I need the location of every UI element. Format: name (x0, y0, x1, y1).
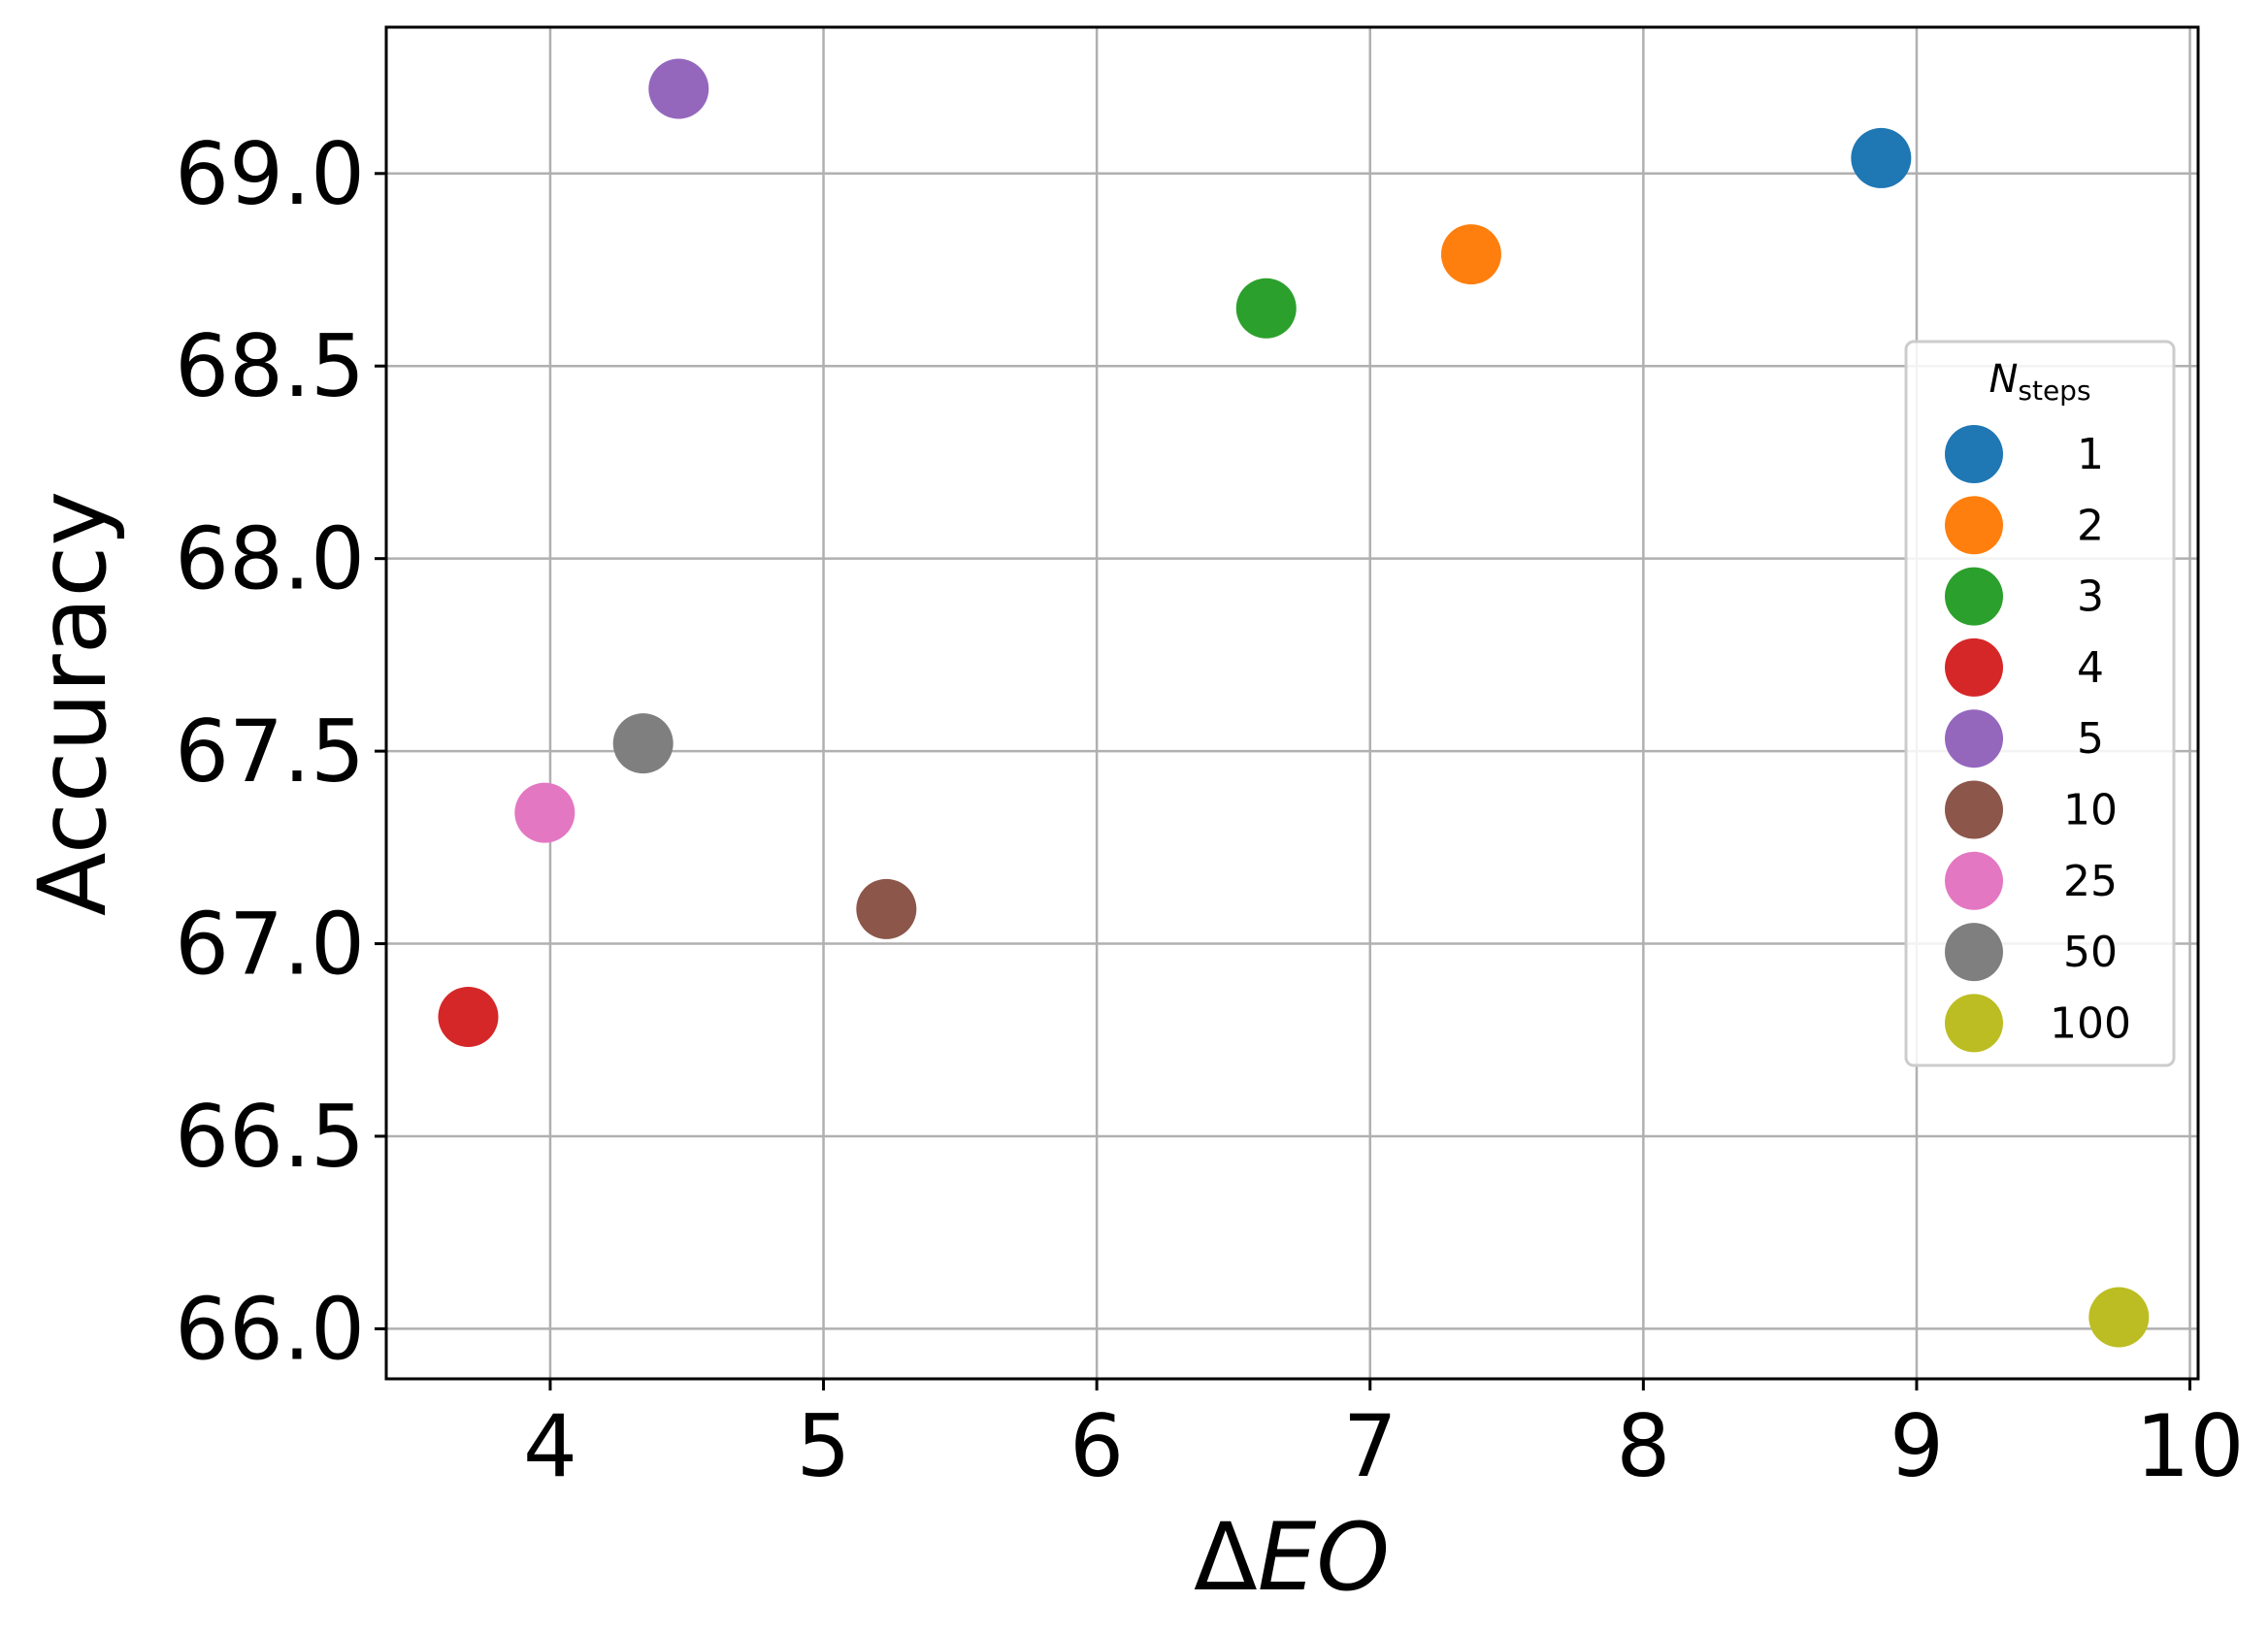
legend-marker-3 (1945, 567, 2003, 626)
legend-label-4: 4 (2077, 643, 2104, 693)
y-tick-label: 68.5 (175, 316, 365, 416)
legend-label-50: 50 (2063, 928, 2118, 977)
legend-marker-5 (1945, 709, 2003, 768)
x-axis-label-italic: EO (1258, 1503, 1390, 1612)
legend-items: 1 2 3 4 5 10 25 50 100 (1945, 425, 2131, 1053)
x-tick-label: 7 (1343, 1396, 1397, 1496)
x-tick-label: 9 (1890, 1396, 1944, 1496)
legend-label-2: 2 (2077, 501, 2104, 550)
legend-label-1: 1 (2077, 430, 2104, 479)
data-points (438, 58, 2150, 1348)
legend: Nsteps 1 2 3 4 5 10 25 50 100 (1904, 340, 2176, 1067)
legend-label-10: 10 (2063, 786, 2118, 835)
legend-label-25: 25 (2063, 857, 2118, 906)
legend-label-3: 3 (2077, 572, 2104, 622)
x-tick-label: 10 (2136, 1396, 2245, 1496)
data-point-1 (1851, 127, 1912, 188)
legend-label-5: 5 (2077, 714, 2104, 764)
y-tick-label: 66.0 (175, 1279, 365, 1379)
legend-marker-2 (1945, 496, 2003, 555)
y-tick-label: 66.5 (175, 1087, 365, 1187)
legend-title: Nsteps (1989, 357, 2090, 407)
grid-lines (386, 27, 2198, 1379)
legend-marker-4 (1945, 638, 2003, 697)
y-tick-label: 68.0 (175, 509, 365, 609)
x-axis-label-prefix: Δ (1194, 1503, 1258, 1612)
legend-title-sub: steps (2018, 375, 2090, 407)
y-axis-ticks: 66.0 66.5 67.0 67.5 68.0 68.5 69.0 (175, 124, 386, 1379)
plot-frame (384, 25, 2200, 1381)
x-tick-label: 8 (1616, 1396, 1670, 1496)
legend-title-main: N (1989, 357, 2018, 402)
legend-label-100: 100 (2050, 998, 2131, 1048)
legend-marker-100 (1945, 994, 2003, 1053)
data-point-4 (438, 986, 499, 1047)
legend-marker-25 (1945, 851, 2003, 910)
legend-marker-50 (1945, 923, 2003, 982)
data-point-3 (1235, 278, 1297, 339)
data-point-25 (514, 782, 575, 843)
data-point-50 (612, 713, 674, 774)
y-tick-label: 69.0 (175, 124, 365, 224)
y-tick-label: 67.0 (175, 895, 365, 995)
data-point-5 (648, 58, 709, 119)
legend-marker-10 (1945, 780, 2003, 839)
y-axis-label: Accuracy (18, 491, 127, 916)
x-tick-label: 4 (523, 1396, 577, 1496)
data-point-100 (2088, 1287, 2150, 1348)
data-point-2 (1440, 224, 1501, 285)
y-tick-label: 67.5 (175, 702, 365, 801)
x-tick-label: 6 (1069, 1396, 1124, 1496)
x-tick-label: 5 (797, 1396, 851, 1496)
data-point-10 (856, 878, 917, 939)
legend-marker-1 (1945, 425, 2003, 483)
x-axis-ticks: 4 5 6 7 8 9 10 (523, 1379, 2245, 1496)
x-axis-label: ΔEO (1194, 1503, 1390, 1612)
